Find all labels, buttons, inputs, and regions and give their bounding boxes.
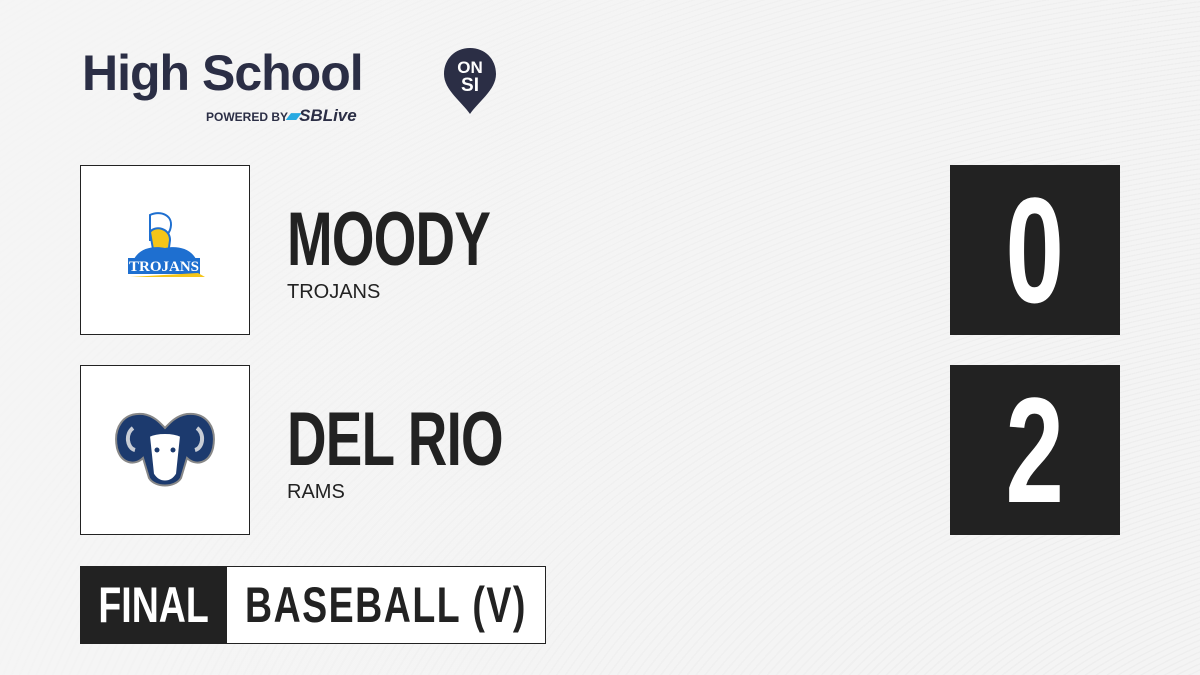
game-status-bar: FINAL BASEBALL (V)	[80, 566, 546, 644]
trojan-helmet-logo: TROJANS	[128, 212, 205, 277]
badge-top: ON	[457, 58, 483, 77]
partner-name: SBLive	[299, 106, 357, 125]
team-logo-del-rio	[80, 365, 250, 535]
score-value: 2	[1005, 365, 1065, 534]
team-logo-moody: TROJANS	[80, 165, 250, 335]
badge-bottom: SI	[461, 75, 479, 96]
partner-logo: ▰SBLive	[286, 106, 357, 125]
sport-name: BASEBALL (V)	[245, 577, 527, 633]
powered-by: POWERED BY	[206, 110, 289, 124]
brand-title: High School	[82, 45, 364, 101]
ram-head-logo	[115, 412, 215, 487]
final-badge: FINAL	[81, 567, 227, 643]
sport-label: BASEBALL (V)	[227, 567, 621, 643]
team-mascot: RAMS	[287, 481, 345, 503]
game-status: FINAL	[98, 577, 210, 633]
team-mascot: TROJANS	[287, 281, 381, 303]
svg-text:TROJANS: TROJANS	[129, 259, 199, 275]
on-si-pin-icon: ON SI	[444, 48, 496, 114]
team-name: DEL RIO	[287, 397, 504, 482]
score-value: 0	[1005, 165, 1065, 334]
team-name: MOODY	[287, 197, 491, 282]
team-score: 2	[950, 365, 1120, 535]
team-score: 0	[950, 165, 1120, 335]
